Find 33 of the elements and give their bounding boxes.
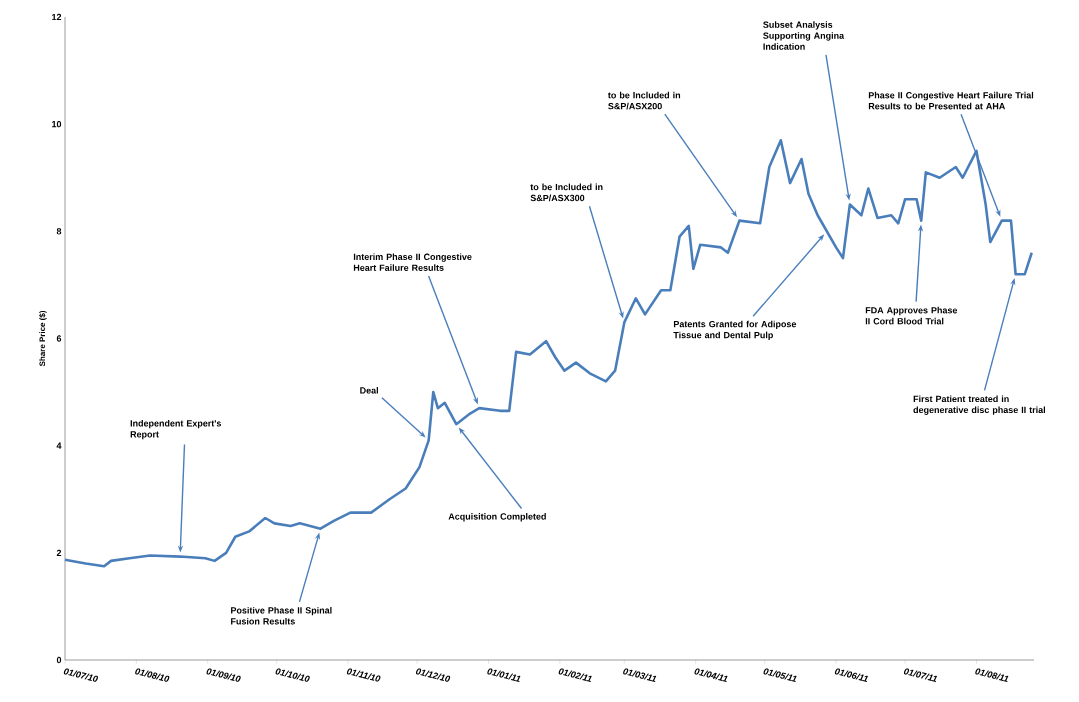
x-tick-label: 01/12/10 [415, 668, 451, 682]
y-tick-label: 6 [56, 335, 62, 342]
x-tick-label: 01/01/11 [487, 668, 521, 682]
annotation: Phase II Congestive Heart Failure Trial Results to be Presented at AHA [868, 91, 1034, 110]
x-tick-label: 01/09/10 [206, 668, 241, 682]
x-tick-label: 01/02/11 [558, 668, 592, 682]
annotation: Interim Phase II Congestive Heart Failure Results [353, 253, 472, 271]
annotation: Patents Granted for Adipose Tissue and Dental Pulp [673, 320, 797, 340]
x-tick-label: 01/04/11 [694, 668, 728, 682]
y-tick-label: 12 [52, 13, 62, 21]
annotation: Independent Expert's Report [130, 419, 222, 440]
x-tick-label: 01/08/10 [135, 668, 170, 682]
x-tick-label: 01/03/11 [623, 668, 657, 682]
x-tick-label: 01/07/10 [63, 668, 99, 682]
x-tick-label: 01/11/10 [346, 668, 381, 682]
y-tick-label: 8 [56, 228, 62, 235]
annotation: FDA Approves Phase II Cord Blood Trial [865, 306, 958, 325]
y-tick-label: 2 [56, 549, 62, 556]
y-tick-label: 0 [56, 656, 62, 664]
x-tick-label: 01/10/10 [275, 668, 310, 682]
x-tick-label: 01/06/11 [834, 668, 869, 682]
x-tick-label: 01/07/11 [903, 668, 938, 682]
x-tick-label: 01/05/11 [763, 668, 797, 682]
annotation: to be Included in S&P/ASX200 [608, 91, 681, 110]
annotation: to be Included in S&P/ASX300 [530, 183, 603, 202]
y-tick-label: 4 [56, 442, 62, 449]
x-tick-label: 01/08/11 [975, 668, 1009, 682]
annotation: Subset Analysis Supporting Angina Indication [763, 21, 845, 50]
annotation: Positive Phase II Spinal Fusion Results [231, 606, 332, 625]
annotation: Acquisition Completed [448, 513, 546, 522]
annotation: First Patient treated in degenerative disc phase II trial [913, 395, 1046, 415]
annotation: Deal [360, 387, 378, 394]
y-tick-label: 10 [52, 120, 62, 128]
